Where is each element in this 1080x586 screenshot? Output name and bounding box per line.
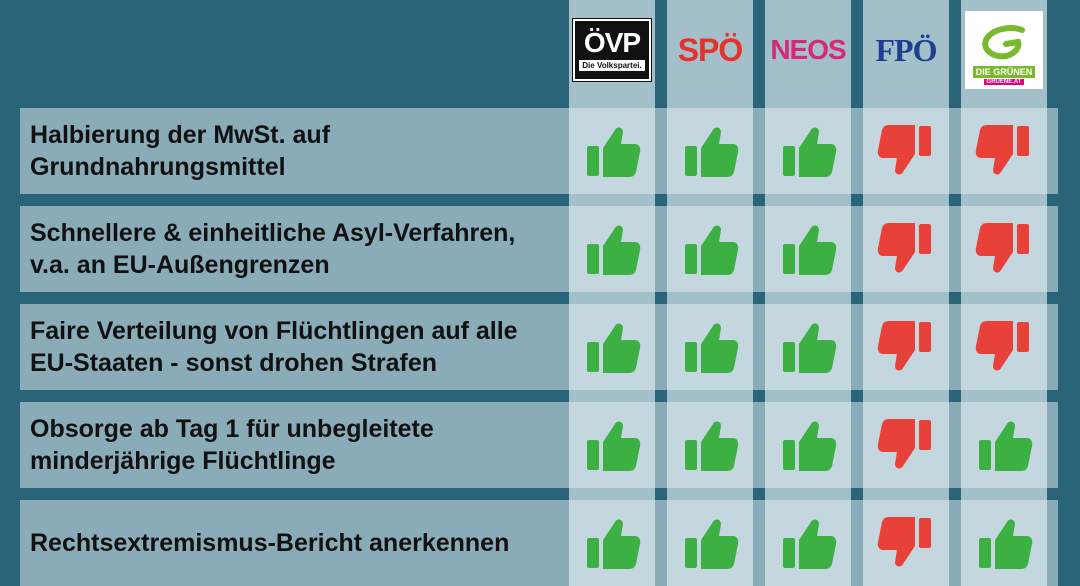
- thumbs-down-icon: [975, 220, 1033, 278]
- thumbs-up-icon: [779, 318, 837, 376]
- vote-cell-oevp: [569, 402, 655, 488]
- gruene-g-icon: [982, 25, 1025, 60]
- logo-gruene: DIE GRÜNEN GRUENE.AT: [961, 8, 1047, 92]
- row-label: Obsorge ab Tag 1 für unbegleitete minder…: [30, 415, 434, 475]
- thumbs-up-icon: [681, 122, 739, 180]
- thumbs-up-icon: [583, 318, 641, 376]
- vote-cell-oevp: [569, 108, 655, 194]
- thumbs-up-icon: [583, 514, 641, 572]
- logo-neos: NEOS: [765, 8, 851, 92]
- thumbs-up-icon: [681, 318, 739, 376]
- row-label: Rechtsextremismus-Bericht anerkennen: [30, 529, 510, 557]
- thumbs-up-icon: [583, 220, 641, 278]
- vote-cell-oevp: [569, 206, 655, 292]
- vote-cell-oevp: [569, 304, 655, 390]
- thumbs-down-icon: [975, 318, 1033, 376]
- thumbs-up-icon: [975, 514, 1033, 572]
- vote-cell-spoe: [667, 304, 753, 390]
- neos-name: NEOS: [770, 34, 846, 65]
- row-label: Schnellere & einheitliche Asyl-Verfahren…: [30, 219, 516, 279]
- thumbs-down-icon: [877, 318, 935, 376]
- thumbs-down-icon: [877, 514, 935, 572]
- thumbs-up-icon: [681, 416, 739, 474]
- oevp-name: ÖVP: [583, 27, 641, 58]
- oevp-tagline: Die Volkspartei.: [579, 60, 645, 71]
- vote-cell-fpoe: [863, 304, 949, 390]
- thumbs-up-icon: [681, 220, 739, 278]
- thumbs-up-icon: [779, 514, 837, 572]
- logo-oevp: ÖVP Die Volkspartei.: [569, 8, 655, 92]
- gruene-sub: GRUENE.AT: [983, 79, 1025, 85]
- vote-cell-fpoe: [863, 500, 949, 586]
- thumbs-down-icon: [877, 220, 935, 278]
- vote-cell-fpoe: [863, 402, 949, 488]
- vote-cell-spoe: [667, 206, 753, 292]
- thumbs-up-icon: [681, 514, 739, 572]
- vote-cell-fpoe: [863, 206, 949, 292]
- thumbs-down-icon: [877, 416, 935, 474]
- vote-cell-neos: [765, 108, 851, 194]
- logo-spoe: SPÖ: [667, 8, 753, 92]
- thumbs-down-icon: [975, 122, 1033, 180]
- gruene-name: DIE GRÜNEN: [972, 66, 1036, 78]
- fpoe-name: FPÖ: [875, 31, 938, 68]
- thumbs-up-icon: [975, 416, 1033, 474]
- vote-cell-gruene: [961, 304, 1047, 390]
- thumbs-down-icon: [877, 122, 935, 180]
- vote-cell-spoe: [667, 500, 753, 586]
- thumbs-up-icon: [583, 122, 641, 180]
- vote-cell-gruene: [961, 402, 1047, 488]
- vote-cell-neos: [765, 304, 851, 390]
- vote-cell-neos: [765, 206, 851, 292]
- thumbs-up-icon: [779, 122, 837, 180]
- vote-cell-gruene: [961, 500, 1047, 586]
- row-label: Faire Verteilung von Flüchtlingen auf al…: [30, 317, 518, 377]
- thumbs-up-icon: [583, 416, 641, 474]
- vote-cell-gruene: [961, 206, 1047, 292]
- vote-cell-neos: [765, 500, 851, 586]
- vote-cell-gruene: [961, 108, 1047, 194]
- row-label: Halbierung der MwSt. auf Grundnahrungsmi…: [30, 121, 331, 181]
- thumbs-up-icon: [779, 220, 837, 278]
- vote-cell-fpoe: [863, 108, 949, 194]
- thumbs-up-icon: [779, 416, 837, 474]
- logo-fpoe: FPÖ: [863, 8, 949, 92]
- vote-cell-spoe: [667, 108, 753, 194]
- spoe-name: SPÖ: [677, 31, 744, 68]
- vote-cell-neos: [765, 402, 851, 488]
- vote-cell-spoe: [667, 402, 753, 488]
- vote-cell-oevp: [569, 500, 655, 586]
